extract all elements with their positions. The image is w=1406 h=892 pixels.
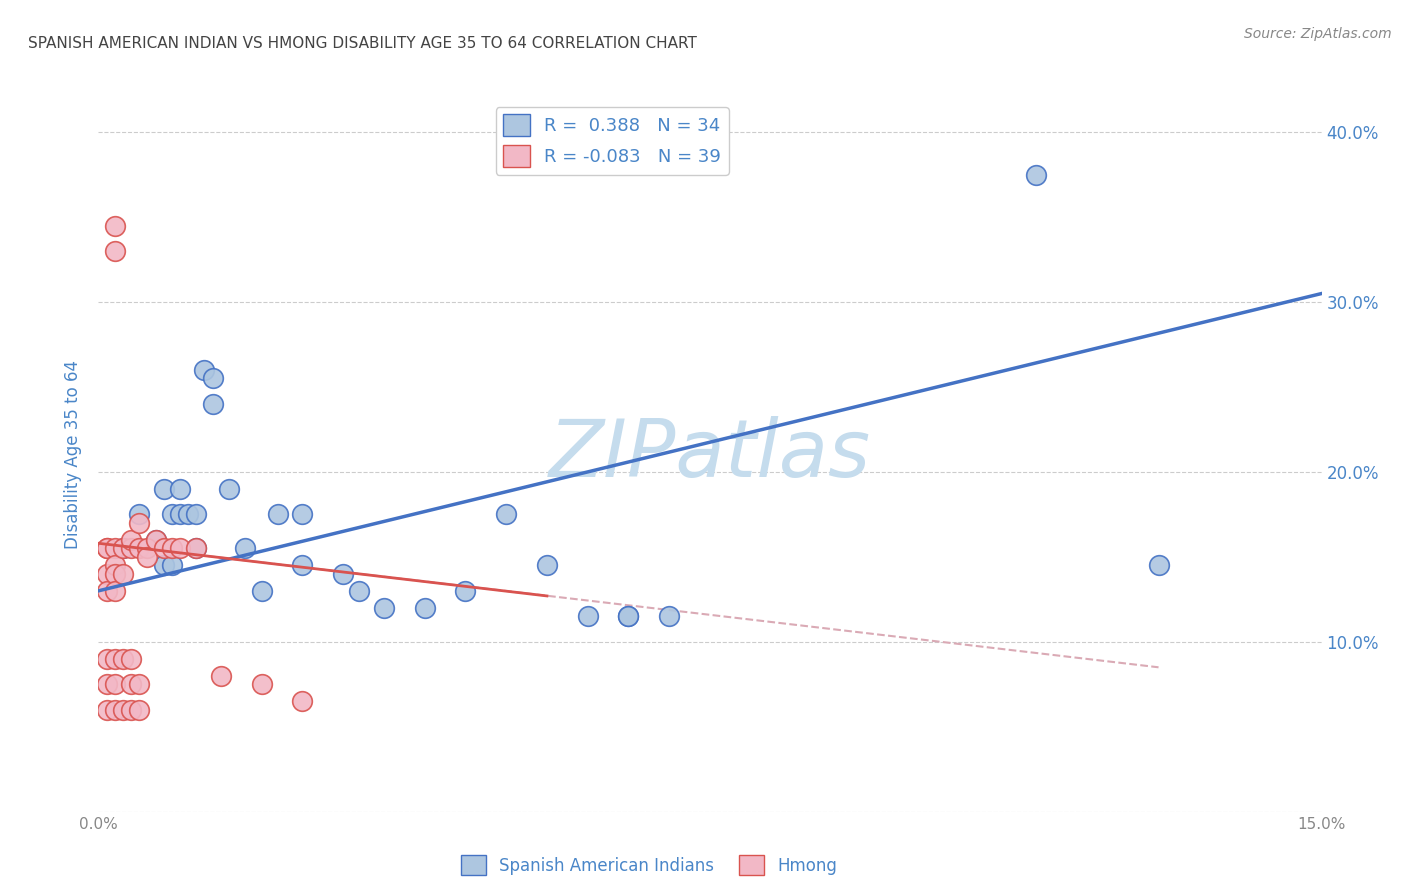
- Point: [373, 600, 395, 615]
- Point: [291, 694, 314, 708]
- Point: [111, 652, 134, 666]
- Point: [104, 219, 127, 233]
- Point: [111, 566, 134, 581]
- Point: [104, 558, 127, 573]
- Point: [136, 549, 159, 564]
- Point: [120, 541, 142, 556]
- Point: [96, 677, 118, 691]
- Point: [128, 541, 150, 556]
- Point: [332, 566, 354, 581]
- Point: [169, 508, 191, 522]
- Point: [136, 541, 159, 556]
- Text: Source: ZipAtlas.com: Source: ZipAtlas.com: [1244, 27, 1392, 41]
- Text: ZIPatlas: ZIPatlas: [548, 416, 872, 494]
- Point: [128, 703, 150, 717]
- Point: [169, 541, 191, 556]
- Point: [104, 652, 127, 666]
- Point: [186, 541, 208, 556]
- Point: [617, 609, 640, 624]
- Point: [104, 566, 127, 581]
- Point: [233, 541, 256, 556]
- Y-axis label: Disability Age 35 to 64: Disability Age 35 to 64: [65, 360, 83, 549]
- Point: [96, 541, 118, 556]
- Point: [1025, 168, 1047, 182]
- Point: [96, 583, 118, 598]
- Point: [267, 508, 290, 522]
- Point: [96, 652, 118, 666]
- Point: [291, 508, 314, 522]
- Point: [152, 558, 174, 573]
- Point: [160, 508, 183, 522]
- Point: [413, 600, 436, 615]
- Point: [104, 244, 127, 258]
- Point: [128, 677, 150, 691]
- Legend: Spanish American Indians, Hmong: Spanish American Indians, Hmong: [454, 848, 844, 882]
- Point: [120, 652, 142, 666]
- Point: [1147, 558, 1170, 573]
- Point: [145, 533, 167, 547]
- Point: [120, 677, 142, 691]
- Point: [291, 558, 314, 573]
- Point: [120, 703, 142, 717]
- Point: [152, 541, 174, 556]
- Point: [111, 541, 134, 556]
- Point: [96, 566, 118, 581]
- Point: [152, 482, 174, 496]
- Point: [160, 541, 183, 556]
- Point: [201, 371, 224, 385]
- Point: [536, 558, 558, 573]
- Point: [111, 703, 134, 717]
- Point: [160, 558, 183, 573]
- Point: [169, 482, 191, 496]
- Point: [96, 703, 118, 717]
- Point: [201, 397, 224, 411]
- Point: [177, 508, 200, 522]
- Point: [128, 516, 150, 530]
- Point: [104, 583, 127, 598]
- Text: SPANISH AMERICAN INDIAN VS HMONG DISABILITY AGE 35 TO 64 CORRELATION CHART: SPANISH AMERICAN INDIAN VS HMONG DISABIL…: [28, 36, 697, 51]
- Point: [349, 583, 371, 598]
- Point: [111, 541, 134, 556]
- Point: [250, 677, 273, 691]
- Point: [576, 609, 599, 624]
- Point: [218, 482, 240, 496]
- Point: [96, 541, 118, 556]
- Point: [658, 609, 681, 624]
- Point: [193, 363, 215, 377]
- Point: [454, 583, 477, 598]
- Point: [495, 508, 517, 522]
- Point: [145, 533, 167, 547]
- Point: [128, 508, 150, 522]
- Point: [120, 533, 142, 547]
- Point: [186, 541, 208, 556]
- Point: [617, 609, 640, 624]
- Point: [104, 677, 127, 691]
- Point: [250, 583, 273, 598]
- Point: [209, 669, 232, 683]
- Point: [104, 541, 127, 556]
- Point: [104, 703, 127, 717]
- Point: [186, 508, 208, 522]
